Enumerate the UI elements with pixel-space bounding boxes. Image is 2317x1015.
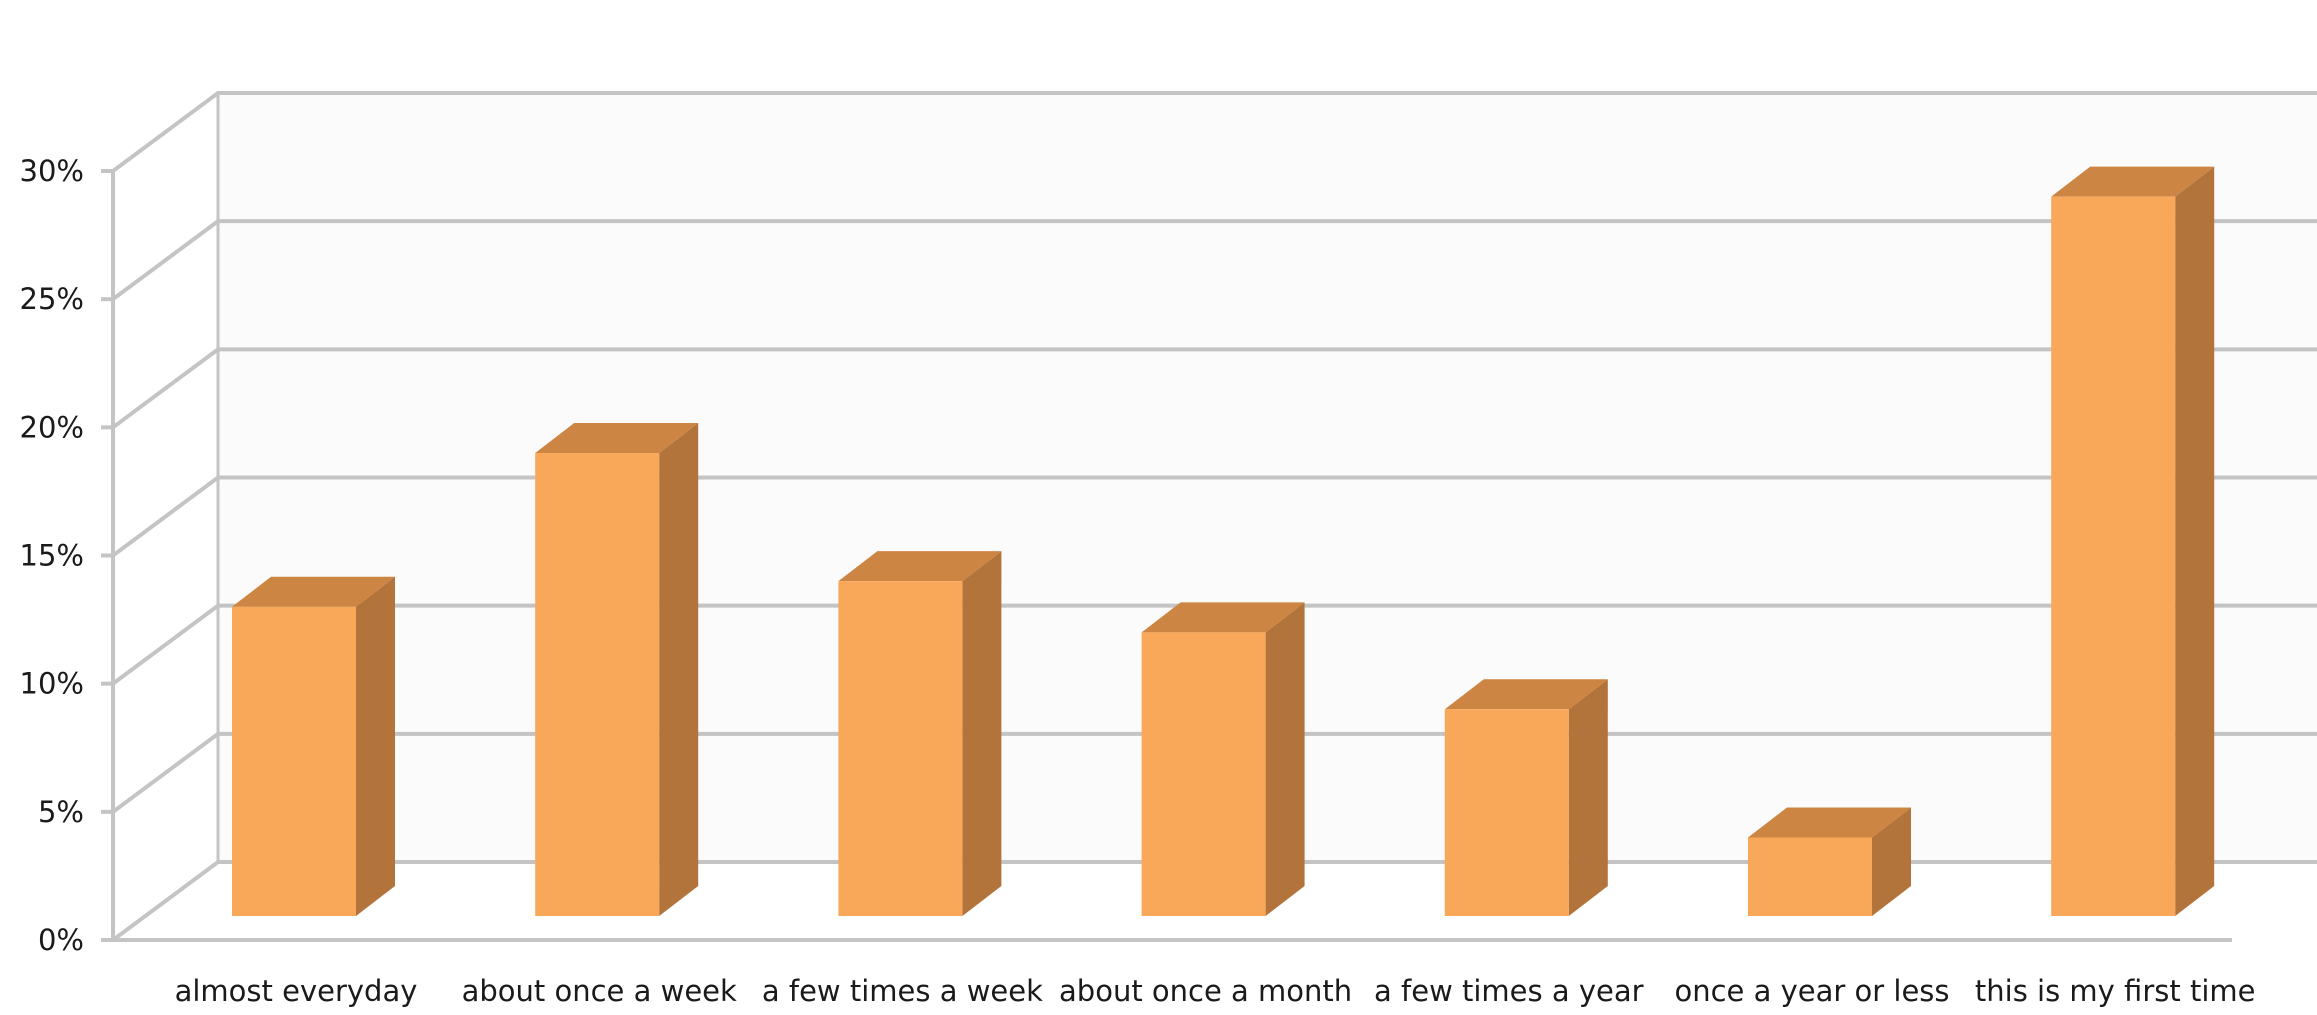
x-category-label: once a year or less [1674, 974, 1949, 1008]
bar-front-face [838, 581, 963, 916]
bar-top-face [1748, 807, 1911, 838]
bar-front-face [1748, 837, 1872, 916]
bar-top-face [232, 576, 395, 607]
bar-7 [2051, 166, 2215, 917]
x-category-label: a few times a week [762, 974, 1043, 1008]
bar-2 [535, 422, 699, 916]
bar-side-face [2175, 166, 2215, 917]
bar-top-face [2051, 166, 2215, 197]
bar-front-face [1444, 709, 1569, 916]
bar-side-face [1568, 679, 1608, 916]
y-tick-label: 0% [38, 923, 84, 957]
y-tick-label: 20% [20, 410, 84, 444]
bar-4 [1141, 602, 1305, 916]
bar-5 [1444, 679, 1608, 916]
y-tick-label: 10% [20, 667, 84, 701]
x-axis-labels: almost everyday about once a week a few ti… [175, 974, 2256, 1008]
y-tick-label: 5% [38, 795, 84, 829]
bar-top-face [1444, 679, 1608, 710]
y-axis: 0% 5% 10% 15% 20% 25% 30% [20, 154, 115, 957]
x-category-label: about once a month [1059, 974, 1352, 1008]
bar-side-face [1872, 807, 1911, 916]
bar-3 [838, 551, 1002, 916]
bar-front-face [535, 452, 660, 916]
bar-front-face [232, 606, 356, 916]
y-tick-label: 25% [20, 282, 84, 316]
x-category-label: a few times a year [1374, 974, 1644, 1008]
x-category-label: this is my first time [1975, 974, 2256, 1008]
bar-top-face [1141, 602, 1305, 633]
gridlines [111, 91, 2317, 942]
y-tick-label: 30% [20, 154, 84, 188]
bar-front-face [1141, 632, 1266, 916]
x-category-label: about once a week [462, 974, 737, 1008]
bar-top-face [535, 422, 699, 453]
bar-6 [1748, 807, 1911, 916]
bar-1 [232, 576, 395, 916]
bar-side-face [356, 576, 395, 916]
bar-side-face [659, 422, 699, 916]
bar-side-face [962, 551, 1002, 916]
bars [232, 166, 2215, 917]
bar-front-face [2051, 196, 2176, 917]
bar-top-face [838, 551, 1002, 582]
bar-side-face [1265, 602, 1305, 916]
x-category-label: almost everyday [175, 974, 418, 1008]
y-tick-label: 15% [20, 539, 84, 573]
